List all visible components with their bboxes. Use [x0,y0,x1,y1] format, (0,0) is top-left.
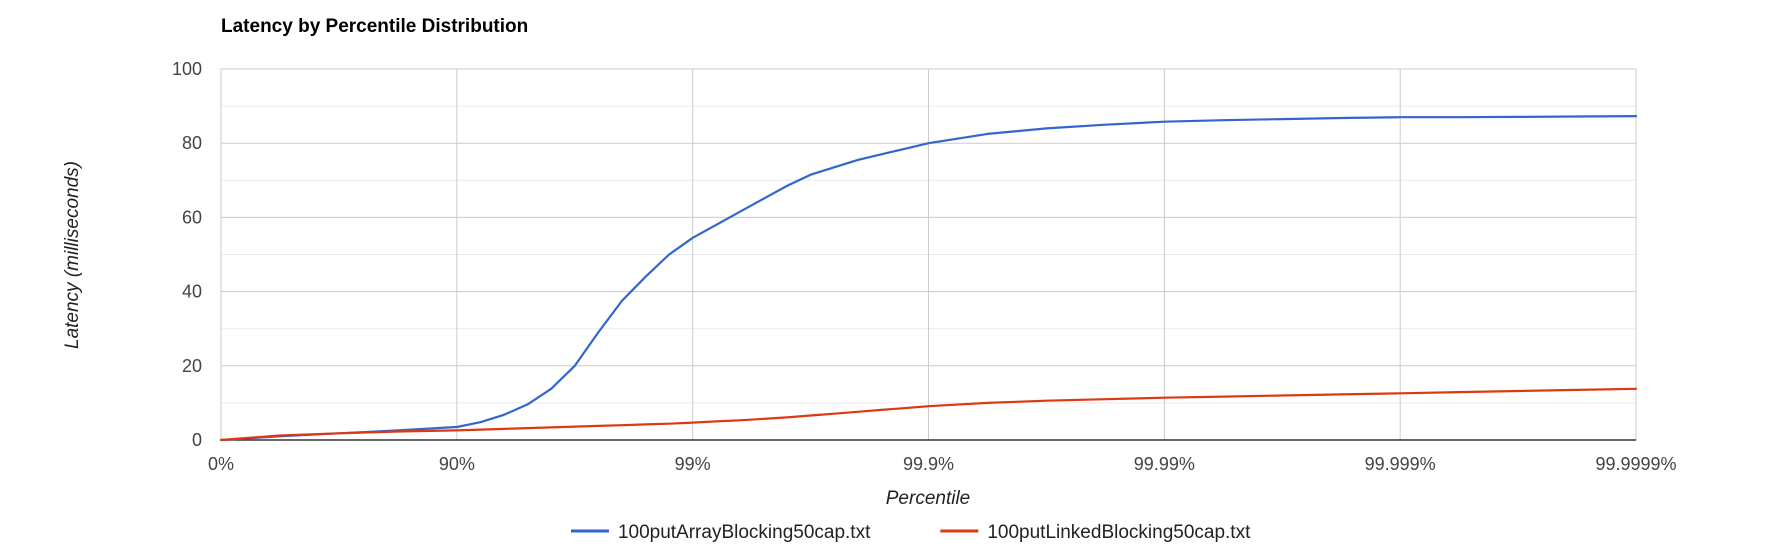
x-tick-label: 99.9999% [1595,454,1676,474]
y-tick-label: 0 [192,430,202,450]
x-tick-label: 99.9% [903,454,954,474]
x-tick-label: 99.99% [1134,454,1195,474]
legend-label-2: 100putLinkedBlocking50cap.txt [987,522,1251,543]
series-lines [219,114,1638,442]
x-tick-labels: 0% 90% 99% 99.9% 99.99% 99.999% 99.9999% [208,454,1677,474]
y-tick-label: 20 [182,356,202,376]
grid-lines [220,68,1637,440]
x-tick-label: 90% [439,454,475,474]
x-tick-label: 99% [675,454,711,474]
series-line-1 [219,114,1638,442]
legend-label-1: 100putArrayBlocking50cap.txt [618,522,871,543]
legend: 100putArrayBlocking50cap.txt 100putLinked… [570,522,1251,543]
series-line-2 [219,387,1638,442]
x-tick-label: 99.999% [1365,454,1436,474]
y-tick-label: 40 [182,282,202,302]
y-tick-label: 80 [182,133,202,153]
x-tick-label: 0% [208,454,234,474]
y-tick-label: 100 [172,59,202,79]
y-tick-labels: 0 20 40 60 80 100 [172,59,202,450]
y-axis-title: Latency (milliseconds) [62,161,83,349]
x-axis-title: Percentile [886,488,971,509]
chart-title: Latency by Percentile Distribution [221,16,528,37]
y-tick-label: 60 [182,207,202,227]
